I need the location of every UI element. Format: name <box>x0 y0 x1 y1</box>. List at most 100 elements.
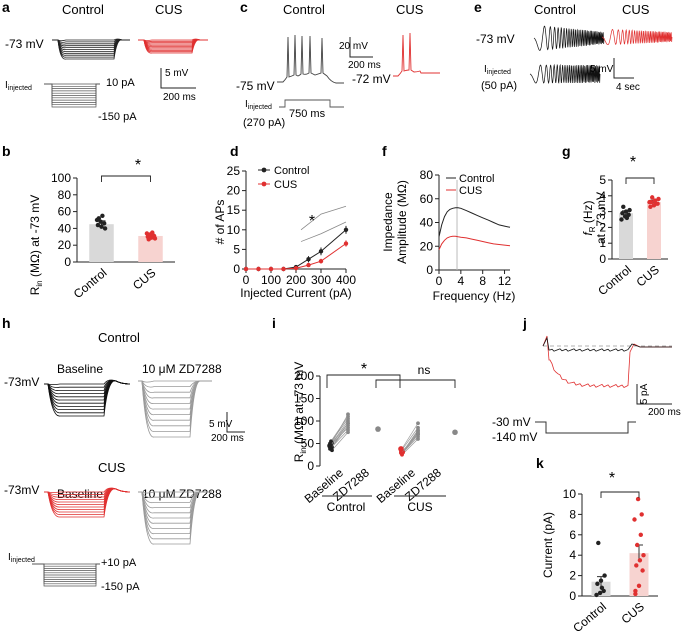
c-control-title: Control <box>283 2 325 17</box>
b-point-control <box>99 224 104 229</box>
i-point-cus-zd <box>416 429 420 433</box>
b-point-cus <box>152 236 158 241</box>
panel-i: i Rin (MΩ) at -73 mV 050100150200Baselin… <box>272 315 458 514</box>
a-i-bottom: -150 pA <box>98 111 137 123</box>
panel-b: b Rin (MΩ) at -73 mV 0 20 40 60 80 100 Control… <box>2 143 175 301</box>
k-point-cus <box>634 563 639 568</box>
d-x-tick-label: 100 <box>261 273 281 287</box>
e-cus-title: CUS <box>622 2 650 17</box>
i-pair-line-control <box>329 429 349 450</box>
j-current-traces <box>542 335 672 389</box>
i-y-tick-label: 150 <box>294 392 314 406</box>
c-current-step <box>279 99 344 108</box>
c-scale-t: 200 ms <box>348 60 381 71</box>
g-point-cus <box>656 196 661 202</box>
k-point-cus <box>633 588 638 594</box>
a-current-steps <box>44 83 100 108</box>
g-y-tick-label: 1 <box>599 236 606 250</box>
g-y-tick-label: 0 <box>599 252 606 266</box>
d-point-cus <box>243 266 249 272</box>
i-pair-line-control <box>329 423 349 447</box>
f-y-tick-label: 0 <box>426 263 433 277</box>
a-step-5 <box>44 83 100 96</box>
g-sig-bracket <box>625 177 655 184</box>
k-ylabel: Current (pA) <box>541 512 555 578</box>
i-group-label-control: Control <box>327 500 366 514</box>
e-current-chirp <box>529 63 601 85</box>
b-point-control <box>95 222 101 228</box>
h-control-zd-trace-10 <box>138 380 212 438</box>
a-scale-t: 200 ms <box>163 92 196 103</box>
a-step-10 <box>44 83 100 108</box>
i-y-tick-label: 100 <box>294 414 314 428</box>
i-y-tick-label: 0 <box>307 459 314 473</box>
b-star: * <box>135 157 141 174</box>
b-y-tick-label: 80 <box>58 188 72 202</box>
h-scale-v: 5 mV <box>209 419 233 430</box>
e-i-val: (50 pA) <box>481 80 517 92</box>
k-x-label-control: Control <box>570 600 609 633</box>
h-step-5 <box>32 563 100 576</box>
panel-letter-f: f <box>382 143 387 159</box>
k-point-cus <box>635 496 641 502</box>
i-y-tick-label: 50 <box>301 437 315 451</box>
h-cus-title: CUS <box>98 460 126 475</box>
d-x-tick-label: 300 <box>311 273 331 287</box>
d-star: * <box>309 213 315 230</box>
i-pair-line-control <box>331 414 349 443</box>
k-point-cus <box>632 517 637 522</box>
i-pair-line-control <box>329 418 349 444</box>
a-vm-label: -73 mV <box>5 37 44 51</box>
j-v2: -140 mV <box>492 430 537 444</box>
b-point-cus <box>146 237 151 242</box>
f-ylabel-2: Amplitude (MΩ) <box>395 180 409 264</box>
i-mean-marker <box>327 442 333 449</box>
i-mean-marker <box>398 446 404 452</box>
k-y-tick-label: 10 <box>563 487 577 501</box>
g-bar-control <box>619 213 633 259</box>
h-i-top: +10 pA <box>101 557 137 569</box>
d-point-cus <box>306 262 311 268</box>
k-star: * <box>609 470 615 487</box>
f-series-line-control <box>438 207 511 237</box>
d-point-cus <box>256 266 261 272</box>
i-pair-line-cus <box>400 427 419 452</box>
d-y-tick-label: 25 <box>227 164 241 178</box>
i-pair-line-cus <box>401 434 419 455</box>
h-control-base-trace-10 <box>44 380 131 417</box>
g-x-label-control: Control <box>595 263 634 299</box>
b-x-label-cus: CUS <box>130 266 158 293</box>
d-point-cus <box>281 266 286 272</box>
e-control-chirp-line <box>533 25 605 51</box>
d-y-tick-label: 20 <box>227 184 241 198</box>
chart-b: 0 20 40 60 80 100 Control CUS <box>51 171 175 301</box>
h-control-zd-trace-5 <box>138 380 212 410</box>
e-control-chirp <box>533 25 605 51</box>
i-point-cus-baseline <box>399 451 403 455</box>
panel-a: a Control CUS -73 mV Iinjected 10 pA -15… <box>2 0 208 123</box>
k-point-control <box>602 573 607 578</box>
b-point-control <box>98 219 103 224</box>
g-ylabel-2: at -73 mV <box>594 192 608 244</box>
k-point-cus <box>633 591 638 597</box>
i-sig-bracket-star <box>326 374 401 388</box>
h-control-vm: -73mV <box>4 375 39 389</box>
i-pair-line-cus <box>400 423 419 451</box>
g-y-tick-label: 3 <box>599 205 606 219</box>
h-control-zd-trace-3 <box>138 380 212 399</box>
a-control-title: Control <box>62 2 104 17</box>
a-cus-traces <box>138 38 208 54</box>
b-x-label-control: Control <box>71 266 110 302</box>
k-point-cus <box>641 553 646 558</box>
b-y-tick-label: 0 <box>64 255 71 269</box>
h-cus-vm: -73mV <box>4 483 39 497</box>
i-ylabel: Rin (MΩ) at -73 mV <box>292 362 308 463</box>
j-voltage-step <box>535 421 636 434</box>
j-scalebar <box>636 384 672 405</box>
g-point-cus <box>648 204 653 210</box>
k-point-control <box>599 585 605 591</box>
k-point-cus <box>636 583 642 588</box>
a-step-9 <box>44 83 100 106</box>
j-cus-trace <box>542 335 672 389</box>
i-mean-marker <box>452 429 458 436</box>
